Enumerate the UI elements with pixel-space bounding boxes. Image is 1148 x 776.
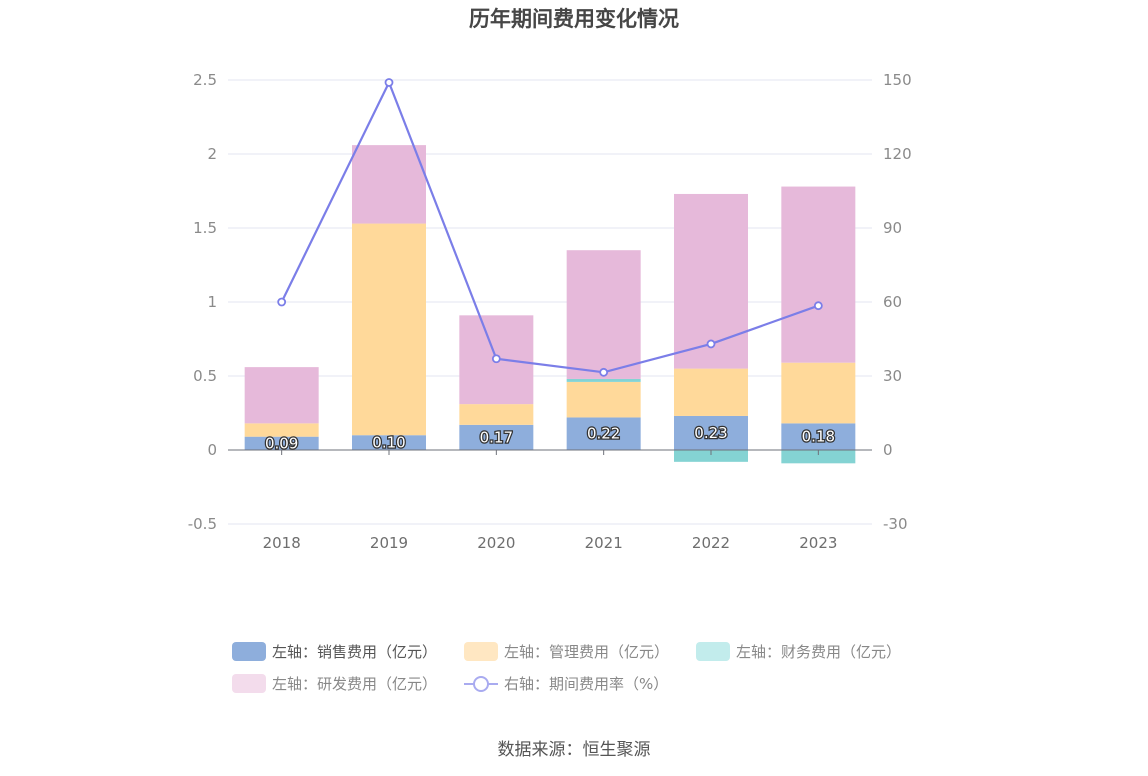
legend-swatch-rnd	[232, 674, 266, 693]
legend-label-finance: 左轴：财务费用（亿元）	[736, 643, 901, 661]
bar-rnd[interactable]	[244, 367, 319, 424]
category-ticks: 2018 2019 2020 2021 2022 2023	[263, 534, 838, 552]
bar-admin[interactable]	[674, 368, 748, 416]
right-tick-label: 60	[883, 293, 902, 311]
left-tick-label: -0.5	[188, 515, 217, 533]
bar-rnd[interactable]	[781, 186, 856, 363]
right-tick-label: 30	[883, 367, 902, 385]
category-label: 2019	[370, 534, 408, 552]
bar-sales[interactable]	[244, 436, 319, 450]
grid-lines	[228, 79, 872, 525]
legend-item-sales[interactable]: 左轴：销售费用（亿元）	[232, 642, 437, 661]
legend-swatch-finance	[696, 642, 730, 661]
right-tick-label: 0	[883, 441, 893, 459]
right-tick-label: 150	[883, 71, 912, 89]
legend-label-rnd: 左轴：研发费用（亿元）	[272, 675, 437, 693]
bar-sales[interactable]	[781, 423, 856, 450]
bar-admin[interactable]	[459, 404, 534, 425]
category-label: 2018	[263, 534, 301, 552]
right-tick-label: 90	[883, 219, 902, 237]
bar-value-labels: 0.09 0.10 0.17 0.22 0.23 0.18	[264, 423, 837, 454]
category-label: 2021	[585, 534, 623, 552]
category-label: 2020	[477, 534, 515, 552]
bar-value-label: 0.10	[372, 434, 405, 452]
legend-label-rate: 右轴：期间费用率（%）	[504, 675, 668, 693]
legend-marker-rate	[473, 676, 489, 692]
left-tick-label: 2	[207, 145, 217, 163]
legend-item-finance[interactable]: 左轴：财务费用（亿元）	[696, 642, 901, 661]
bar-value-label: 0.22	[587, 425, 620, 443]
bar-value-label: 0.17	[480, 428, 513, 446]
legend-label-sales: 左轴：销售费用（亿元）	[272, 643, 437, 661]
category-label: 2023	[799, 534, 837, 552]
bar-finance[interactable]	[566, 378, 641, 382]
left-tick-label: 0	[207, 441, 217, 459]
rate-point[interactable]	[384, 78, 394, 87]
category-label: 2022	[692, 534, 730, 552]
bar-rnd[interactable]	[566, 250, 641, 379]
rate-point[interactable]	[813, 301, 823, 311]
left-tick-label: 0.5	[193, 367, 217, 385]
source-note: 数据来源：恒生聚源	[498, 740, 651, 760]
bar-finance[interactable]	[781, 450, 856, 464]
legend-item-admin[interactable]: 左轴：管理费用（亿元）	[464, 642, 669, 661]
right-axis-ticks: -30 0 30 60 90 120 150	[883, 71, 912, 533]
left-tick-label: 1.5	[193, 219, 217, 237]
legend-item-rnd[interactable]: 左轴：研发费用（亿元）	[232, 674, 437, 693]
bar-admin[interactable]	[352, 223, 426, 436]
bar-sales[interactable]	[674, 415, 748, 450]
bar-sales[interactable]	[352, 435, 426, 450]
bar-value-label: 0.18	[802, 428, 835, 446]
bar-admin[interactable]	[781, 362, 856, 424]
x-axis	[228, 449, 872, 455]
rate-point[interactable]	[706, 339, 716, 349]
legend-swatch-admin	[464, 642, 498, 661]
legend-item-rate[interactable]: 右轴：期间费用率（%）	[464, 675, 668, 693]
legend-swatch-sales	[232, 642, 266, 661]
bar-value-label: 0.23	[694, 424, 727, 442]
right-tick-label: 120	[883, 145, 912, 163]
bar-admin[interactable]	[244, 423, 319, 437]
left-axis-ticks: -0.5 0 0.5 1 1.5 2 2.5	[188, 71, 217, 533]
legend: 左轴：销售费用（亿元） 左轴：管理费用（亿元） 左轴：财务费用（亿元） 左轴：研…	[232, 642, 901, 693]
chart-title: 历年期间费用变化情况	[469, 7, 679, 31]
bar-rnd[interactable]	[674, 193, 748, 369]
rate-point[interactable]	[599, 367, 609, 377]
rate-point[interactable]	[277, 297, 287, 307]
line-series	[277, 78, 823, 377]
bar-sales[interactable]	[459, 424, 534, 450]
rate-line	[280, 79, 819, 374]
bar-admin[interactable]	[566, 381, 641, 418]
legend-label-admin: 左轴：管理费用（亿元）	[504, 643, 669, 661]
bar-rnd[interactable]	[352, 145, 426, 224]
bar-value-label: 0.09	[265, 434, 298, 452]
bar-finance[interactable]	[674, 450, 748, 462]
left-tick-label: 2.5	[193, 71, 217, 89]
bar-sales[interactable]	[566, 417, 641, 450]
right-tick-label: -30	[883, 515, 908, 533]
rate-point[interactable]	[491, 354, 501, 364]
left-tick-label: 1	[207, 293, 217, 311]
bar-series	[244, 145, 856, 464]
